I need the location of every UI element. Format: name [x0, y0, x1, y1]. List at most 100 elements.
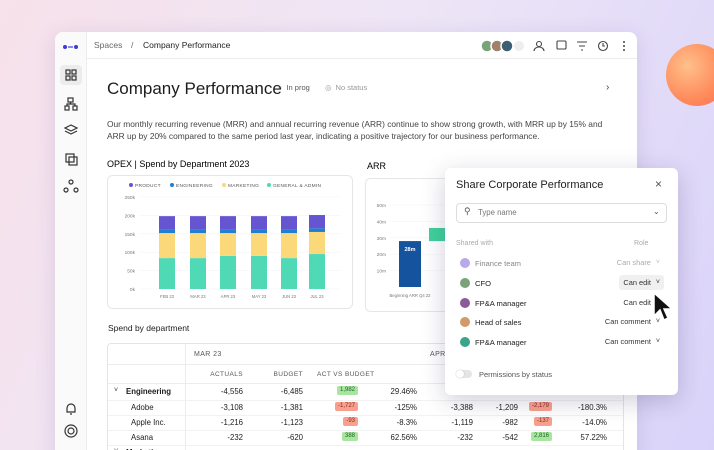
orange-ball	[666, 44, 714, 106]
bar-segment	[220, 255, 236, 289]
role-label: Can comment	[604, 337, 651, 347]
variance-chip: -2,179	[528, 401, 552, 411]
member-avatar	[460, 277, 470, 288]
member-avatar	[460, 258, 470, 268]
member-name: FP&A manager	[475, 338, 527, 348]
breadcrumb-current: Company Performance	[143, 40, 231, 50]
month-header: MAR 23	[194, 351, 222, 358]
row-divider	[108, 400, 623, 401]
cell: -982	[502, 418, 518, 427]
y-tick-label: 250k	[125, 195, 136, 201]
bar-segment	[309, 254, 325, 289]
member-name: Finance team	[475, 259, 522, 268]
expand-chevron[interactable]: ˅	[114, 448, 118, 450]
status-text: No status	[335, 83, 368, 92]
status-pill-secondary[interactable]: ◎ No status	[325, 83, 368, 92]
role-chevron: ˅	[655, 318, 660, 326]
member-name: CFO	[475, 278, 492, 288]
bar-segment	[190, 258, 206, 289]
cell: -125%	[394, 403, 417, 412]
share-dialog: Share Corporate Performance × ⚲ Type nam…	[445, 168, 678, 395]
member-avatar	[460, 317, 470, 328]
column-divider	[185, 344, 186, 450]
bar-segment	[309, 215, 325, 229]
chevron-right[interactable]: ›	[606, 82, 610, 93]
bar-segment	[281, 229, 297, 234]
cell: -4,556	[220, 387, 243, 396]
role-select[interactable]: Can share ˅	[613, 255, 664, 270]
cell: -1,216	[220, 418, 243, 427]
bar-segment	[159, 258, 175, 289]
legend-label: MARKETING	[228, 183, 259, 189]
variance-chip: 1,982	[336, 385, 358, 395]
y-tick-label: 50m	[377, 203, 386, 209]
bar	[399, 241, 421, 287]
row-label: Asana	[131, 433, 154, 442]
bar-segment	[281, 258, 297, 289]
legend-swatch	[222, 183, 226, 187]
bar-segment	[251, 229, 267, 234]
y-tick-label: 0k	[130, 287, 136, 293]
variance-chip: -137	[533, 416, 552, 426]
toggle[interactable]	[456, 370, 472, 378]
cell: -1,123	[280, 418, 303, 427]
role-label: Can edit	[623, 297, 651, 307]
topbar-border	[86, 58, 637, 59]
x-tick-label: MAR 23	[190, 294, 206, 299]
close-button[interactable]: ×	[655, 177, 663, 191]
cell: -180.3%	[577, 403, 607, 412]
y-tick-label: 30m	[377, 236, 386, 242]
section-label: Role	[634, 240, 649, 247]
member-avatar	[460, 297, 470, 308]
breadcrumb-separator: /	[131, 40, 134, 50]
cell: -14.0%	[582, 418, 607, 427]
bar-segment	[309, 228, 325, 232]
cell: -1,119	[451, 418, 473, 427]
legend-swatch	[129, 183, 133, 187]
chart-title: OPEX | Spend by Department 2023	[107, 159, 249, 169]
x-tick-label: APR 23	[221, 294, 236, 299]
role-select[interactable]: Can comment ˅	[601, 334, 664, 349]
expand-chevron[interactable]: ˅	[114, 387, 119, 394]
row-divider	[108, 445, 623, 446]
row-divider	[108, 364, 623, 365]
cell: 57.22%	[580, 433, 607, 442]
bar-segment	[220, 233, 236, 256]
table: MAR 23 APR ACTUALS BUDGET ACT VS BUDGET ˅ Engi…	[107, 343, 624, 450]
bar-segment	[220, 229, 236, 234]
y-tick-label: 200k	[125, 213, 136, 219]
topbar-actions[interactable]	[478, 37, 634, 55]
role-select[interactable]: Can edit ˅	[619, 274, 664, 290]
status-pill[interactable]: ◌ In prog	[278, 83, 310, 92]
y-tick-label: 100k	[125, 250, 136, 256]
search-icon: ⚲	[464, 206, 471, 216]
row-label: Adobe	[131, 403, 154, 412]
member-avatar	[460, 337, 470, 348]
search-input[interactable]: ⚲ Type name ⌄	[456, 203, 667, 223]
cell: -1,381	[280, 403, 303, 412]
dropdown-chevron: ⌄	[653, 207, 660, 216]
role-select[interactable]: Can comment ˅	[601, 314, 664, 329]
status-text: In prog	[286, 83, 310, 92]
legend-swatch	[267, 183, 271, 187]
bar-segment	[190, 216, 206, 230]
bar-segment	[309, 231, 325, 255]
legend-label: PRODUCT	[135, 183, 161, 189]
y-tick-label: 40m	[377, 219, 386, 225]
bar-segment	[159, 216, 175, 230]
cell: -232	[227, 433, 243, 442]
row-divider	[108, 415, 623, 416]
search-placeholder: Type name	[478, 208, 517, 217]
cell: -620	[287, 433, 303, 442]
sidebar-icons	[60, 45, 82, 438]
breadcrumb-link[interactable]: Spaces	[94, 40, 123, 50]
cell: -232	[457, 433, 473, 442]
bar-segment	[190, 229, 206, 234]
dialog-title: Share Corporate Performance	[456, 179, 604, 191]
x-tick-label: FEB 23	[160, 294, 175, 299]
section-label: Shared with	[456, 240, 493, 247]
row-label: Apple Inc.	[131, 418, 166, 427]
bar-segment	[251, 233, 267, 256]
role-label: Can comment	[604, 317, 651, 327]
